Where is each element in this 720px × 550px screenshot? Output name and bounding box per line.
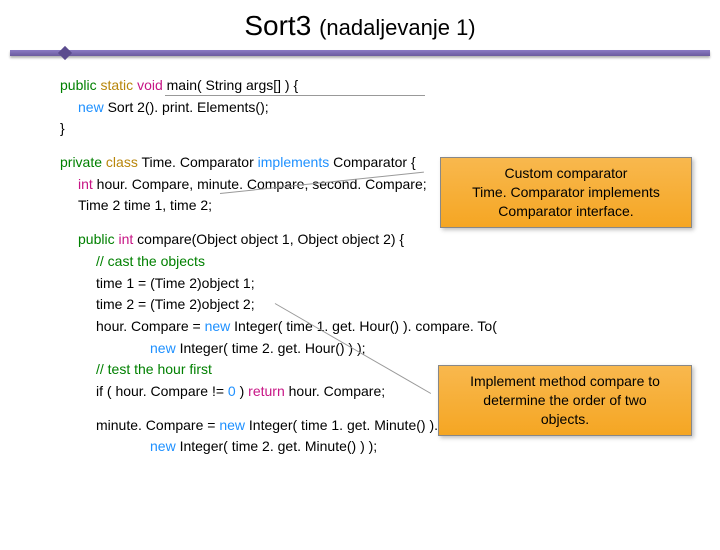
code-line: new Integer( time 2. get. Minute() ) ); — [150, 436, 660, 458]
code-line: new Sort 2(). print. Elements(); — [78, 97, 660, 119]
callout-compare-method: Implement method compare to determine th… — [438, 365, 692, 436]
title-sub: (nadaljevanje 1) — [319, 15, 476, 40]
code-line: hour. Compare = new Integer( time 1. get… — [96, 316, 660, 338]
code-line: public int compare(Object object 1, Obje… — [78, 229, 660, 251]
callout-line: Time. Comparator implements — [451, 183, 681, 202]
callout-line: Implement method compare to — [449, 372, 681, 391]
title-main: Sort3 — [244, 10, 311, 41]
code-line: } — [60, 118, 660, 140]
callout-line: Custom comparator — [451, 164, 681, 183]
code-block: public static void main( String args[] )… — [60, 75, 660, 140]
callout-line: Comparator interface. — [451, 202, 681, 221]
connector-line — [165, 95, 425, 96]
code-area: Custom comparator Time. Comparator imple… — [0, 75, 720, 458]
callout-line: determine the order of two — [449, 391, 681, 410]
code-line: new Integer( time 2. get. Hour() ) ); — [150, 338, 660, 360]
code-line: time 2 = (Time 2)object 2; — [96, 294, 660, 316]
callout-line: objects. — [449, 410, 681, 429]
divider-bar — [10, 50, 710, 60]
code-line: public static void main( String args[] )… — [60, 75, 660, 97]
slide-title: Sort3 (nadaljevanje 1) — [0, 10, 720, 42]
code-line: // cast the objects — [96, 251, 660, 273]
callout-comparator: Custom comparator Time. Comparator imple… — [440, 157, 692, 228]
code-line: time 1 = (Time 2)object 1; — [96, 273, 660, 295]
